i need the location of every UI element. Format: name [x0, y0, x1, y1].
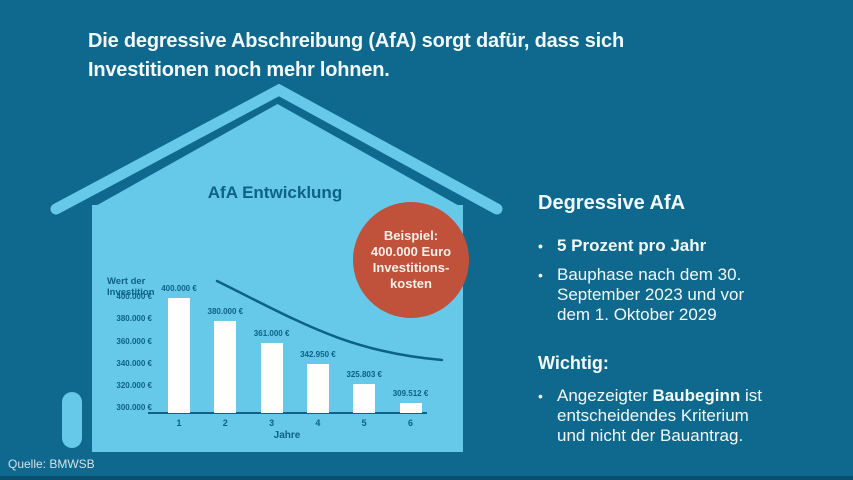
house-chimney	[62, 392, 82, 448]
y-axis-title: Wert der Investition	[107, 276, 155, 298]
wichtig-heading: Wichtig:	[538, 353, 609, 373]
y-axis-title-line: Investition	[107, 287, 155, 298]
panel-heading: Degressive AfA	[538, 192, 686, 214]
y-tick-label: 340.000 €	[116, 358, 152, 368]
chart-title: AfA Entwicklung	[207, 183, 343, 202]
y-tick-label: 380.000 €	[116, 314, 152, 324]
bullet-bauphase-text: Bauphase nach dem 30. September 2023 und …	[557, 265, 744, 325]
x-axis-title: Jahre	[273, 430, 301, 441]
x-tick-label: 5	[361, 418, 367, 428]
bar-year-1	[168, 298, 190, 413]
baubeginn-bold: Baubeginn	[652, 386, 741, 405]
main-title-line: Die degressive Abschreibung (AfA) sorgt …	[88, 30, 624, 52]
main-title: Die degressive Abschreibung (AfA) sorgt …	[88, 27, 624, 85]
example-badge: Beispiel: 400.000 Euro Investitions-kosten	[353, 202, 469, 318]
x-tick-label: 1	[176, 418, 182, 428]
bullet-baubeginn-line1: Angezeigter Baubeginn ist	[557, 386, 762, 406]
source-note: Quelle: BMWSB	[8, 457, 95, 471]
y-tick-label: 400.000 €	[116, 292, 152, 301]
bullet-baubeginn-line: und nicht der Bauantrag.	[557, 426, 744, 445]
bullet-dot: •	[538, 267, 543, 283]
example-badge-line: 400.000 Euro	[370, 244, 452, 259]
bullet-bauphase-line: dem 1. Oktober 2029	[557, 305, 717, 324]
main-title-line: Investitionen noch mehr lohnen.	[88, 59, 390, 81]
bar-value-label: 309.512 €	[392, 389, 429, 398]
bullet-bauphase-line: Bauphase nach dem 30.	[557, 265, 742, 284]
house-gable	[92, 104, 463, 208]
bullet-dot: •	[538, 388, 543, 404]
bullet-baubeginn-rest: entscheidendes Kriterium und nicht der Ba…	[557, 406, 762, 446]
example-badge-line: Investitions-	[372, 260, 450, 275]
bar-value-label: 380.000 €	[207, 307, 244, 317]
bar-year-5	[353, 384, 376, 413]
bar-year-4	[306, 364, 329, 413]
bullet-bauphase: • Bauphase nach dem 30. September 2023 un…	[538, 265, 838, 325]
baubeginn-pre: Angezeigter	[557, 386, 653, 405]
bullet-dot: •	[538, 238, 543, 254]
y-tick-label: 300.000 €	[116, 403, 152, 413]
example-badge-line: Beispiel:	[383, 228, 439, 243]
x-tick-label: 6	[407, 418, 413, 428]
house-roof-beam	[50, 83, 503, 215]
bottom-strip	[0, 476, 853, 480]
bar-year-2	[214, 321, 237, 413]
bar-value-label: 325.803 €	[346, 370, 382, 380]
bar-year-6	[399, 403, 422, 413]
x-tick-label: 2	[222, 418, 228, 428]
y-axis-ticks: 400.000 € 380.000 € 360.000 € 340.000 € 320.…	[96, 291, 152, 425]
bullet-baubeginn-line: entscheidendes Kriterium	[557, 406, 749, 425]
bullet-bauphase-line: September 2023 und vor	[557, 285, 745, 304]
example-badge-line: kosten	[390, 276, 432, 291]
bullet-baubeginn: • Angezeigter Baubeginn ist entscheidend…	[538, 386, 838, 446]
baubeginn-post: ist	[740, 386, 763, 405]
x-tick-label: 3	[269, 418, 275, 428]
bar-value-label: 361.000 €	[253, 329, 290, 339]
y-axis-title-line: Wert der	[107, 276, 146, 287]
bar-value-label: 342.950 €	[300, 350, 336, 360]
bar-value-label: 400.000 €	[161, 284, 197, 293]
y-tick-label: 320.000 €	[116, 381, 152, 391]
bullet-baubeginn-text: Angezeigter Baubeginn ist entscheidendes…	[557, 386, 762, 446]
bullet-prozent: • 5 Prozent pro Jahr	[538, 236, 838, 256]
bullet-prozent-text: 5 Prozent pro Jahr	[557, 236, 707, 255]
x-axis-line	[148, 412, 427, 414]
x-tick-label: 4	[315, 418, 321, 428]
y-tick-label: 360.000 €	[116, 336, 152, 346]
bar-year-3	[260, 343, 283, 413]
